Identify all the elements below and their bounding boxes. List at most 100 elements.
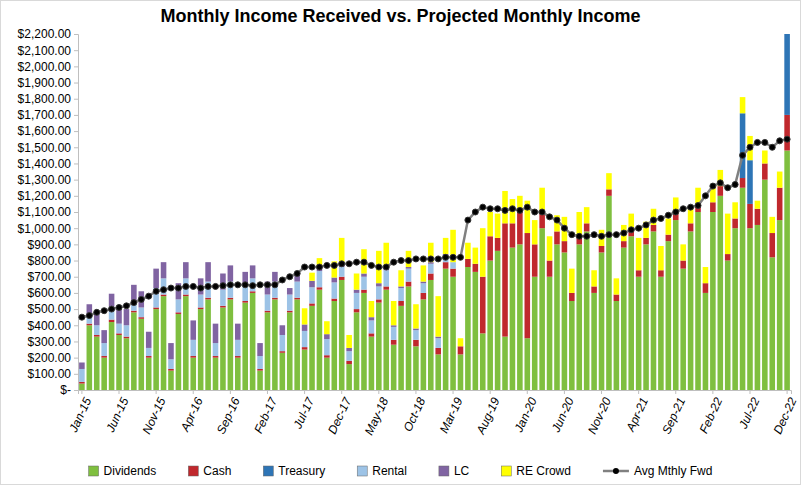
marker <box>777 138 783 144</box>
bar <box>413 340 419 346</box>
x-tick-mark <box>119 390 120 394</box>
bar <box>435 348 441 354</box>
legend-label: Avg Mthly Fwd <box>634 464 712 478</box>
bar <box>161 295 167 297</box>
legend-label: LC <box>454 464 470 478</box>
marker <box>717 180 723 186</box>
bar <box>94 325 100 335</box>
marker <box>606 232 612 238</box>
bar <box>762 163 768 179</box>
bar <box>435 337 441 339</box>
bar <box>435 338 441 348</box>
y-tick-mark <box>74 277 78 278</box>
bar <box>680 269 686 390</box>
marker <box>710 183 716 189</box>
marker <box>650 217 656 223</box>
x-tick-label: Aug-19 <box>473 395 503 437</box>
bar <box>614 278 620 294</box>
bar <box>346 351 352 361</box>
y-tick-label: $200.00 <box>28 351 72 365</box>
y-tick-mark <box>74 196 78 197</box>
marker <box>539 209 545 215</box>
bar <box>87 304 93 305</box>
marker <box>346 261 352 267</box>
bar <box>458 346 464 354</box>
bar <box>138 307 144 317</box>
chart-border <box>1 1 801 485</box>
bar <box>79 362 85 363</box>
bar <box>406 282 412 287</box>
bar <box>190 356 196 358</box>
y-tick-label: $800.00 <box>28 254 72 268</box>
bar <box>658 246 664 270</box>
marker <box>569 232 575 238</box>
bar <box>777 188 783 220</box>
y-tick: $1,100.00 <box>18 205 78 219</box>
bar <box>517 244 523 390</box>
bar <box>614 301 620 390</box>
bar <box>168 343 174 359</box>
bar <box>443 262 449 268</box>
bar <box>205 282 211 298</box>
marker <box>747 144 753 150</box>
y-tick-mark <box>74 180 78 181</box>
bar <box>205 262 211 263</box>
bar <box>294 298 300 300</box>
bar <box>332 261 338 277</box>
bar <box>636 270 642 276</box>
legend-item: Dividends <box>89 464 157 478</box>
bar <box>680 244 686 260</box>
bar <box>376 286 382 299</box>
bar <box>205 298 211 300</box>
bar <box>235 323 241 324</box>
legend-label: Cash <box>203 464 231 478</box>
bar <box>576 212 582 236</box>
bar <box>250 278 256 291</box>
y-tick: $1,600.00 <box>18 124 78 138</box>
x-tick: Aug-19 <box>473 390 503 437</box>
x-tick: Sep-16 <box>214 390 243 436</box>
bar <box>346 335 352 348</box>
marker <box>86 313 92 319</box>
y-tick: $- <box>60 383 78 397</box>
y-tick: $500.00 <box>28 302 78 316</box>
x-tick: Feb-22 <box>697 390 726 436</box>
marker <box>621 230 627 236</box>
x-tick: Jun-15 <box>103 390 132 435</box>
bar <box>309 281 315 287</box>
marker <box>79 314 85 320</box>
bar <box>710 202 716 212</box>
bar <box>406 286 412 390</box>
bar <box>309 287 315 303</box>
bar <box>421 283 427 293</box>
marker <box>673 209 679 215</box>
legend: DividendsCashTreasuryRentalLCRE CrowdAvg… <box>89 464 713 478</box>
bar <box>391 340 397 345</box>
bar <box>176 283 182 284</box>
legend-item: Rental <box>357 464 407 478</box>
legend-item: Treasury <box>263 464 325 478</box>
bar <box>228 265 234 266</box>
x-tick-label: Oct-18 <box>401 395 429 434</box>
bar <box>732 202 738 218</box>
y-tick-mark <box>74 163 78 164</box>
bar <box>213 323 219 324</box>
bar <box>309 303 315 305</box>
bar <box>569 301 575 390</box>
bar <box>450 277 456 390</box>
marker <box>561 225 567 231</box>
bar <box>740 188 746 390</box>
marker <box>368 262 374 268</box>
y-tick-label: $1,500.00 <box>18 141 72 155</box>
x-tick-mark <box>453 390 454 394</box>
bar <box>458 338 464 346</box>
bar <box>257 371 263 390</box>
bar <box>465 259 471 267</box>
bar <box>109 322 115 390</box>
bar <box>703 293 709 390</box>
marker <box>450 254 456 260</box>
bar <box>576 244 582 390</box>
bar <box>153 307 159 309</box>
bar <box>124 338 130 390</box>
marker <box>109 306 115 312</box>
